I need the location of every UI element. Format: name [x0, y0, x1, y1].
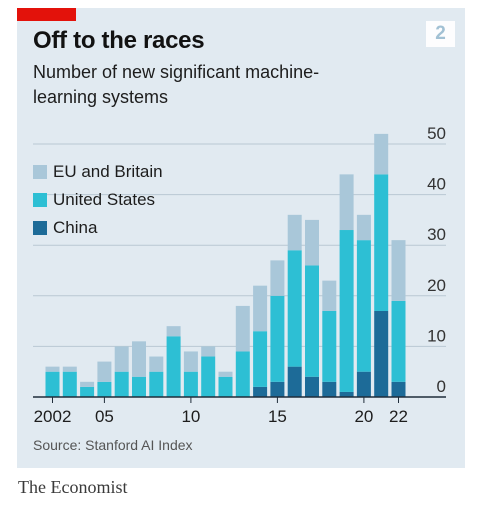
bar-united-states-2004 [80, 386, 95, 397]
bar-eu-and-britain-2011 [201, 346, 216, 357]
bar-united-states-2017 [305, 265, 319, 377]
bar-eu-and-britain-2020 [356, 214, 371, 241]
y-tick-label-0: 0 [437, 377, 446, 396]
bar-eu-and-britain-2014 [253, 285, 268, 332]
bar-eu-and-britain-2009 [166, 326, 181, 337]
bar-eu-and-britain-2013 [235, 305, 250, 352]
bar-united-states-2019 [339, 230, 354, 392]
bar-eu-and-britain-2021 [374, 133, 389, 175]
bar-united-states-2020 [356, 240, 371, 372]
bar-china-2017 [305, 376, 319, 397]
bar-eu-and-britain-2018 [322, 280, 337, 311]
legend-label-eu-britain: EU and Britain [53, 162, 163, 181]
bar-eu-and-britain-2007 [132, 341, 146, 377]
bar-united-states-2003 [62, 371, 77, 397]
y-tick-label-30: 30 [427, 225, 446, 244]
y-tick-label-50: 50 [427, 124, 446, 143]
economist-red-tag [17, 8, 76, 21]
bar-united-states-2006 [114, 371, 129, 397]
bar-eu-and-britain-2002 [45, 366, 60, 372]
economist-wordmark: The Economist [18, 477, 128, 497]
bar-eu-and-britain-2005 [97, 361, 112, 382]
bar-united-states-2010 [183, 371, 198, 397]
bar-eu-and-britain-2008 [149, 356, 164, 372]
legend-item-eu-britain: EU and Britain [33, 158, 163, 186]
legend-label-china: China [53, 218, 98, 237]
x-tick-label-22: 22 [389, 407, 408, 426]
bar-china-2020 [356, 371, 371, 397]
legend-swatch-china [33, 221, 47, 235]
bar-eu-and-britain-2017 [305, 219, 319, 266]
bar-eu-and-britain-2015 [270, 260, 285, 296]
bar-united-states-2011 [201, 356, 216, 397]
legend-item-united-states: United States [33, 186, 163, 214]
bar-china-2019 [339, 391, 354, 397]
source-note: Source: Stanford AI Index [33, 437, 193, 453]
legend-swatch-eu-britain [33, 165, 47, 179]
bar-united-states-2016 [287, 250, 302, 367]
y-tick-label-20: 20 [427, 276, 446, 295]
bar-united-states-2018 [322, 310, 337, 382]
x-tick-label-15: 15 [268, 407, 287, 426]
bar-eu-and-britain-2006 [114, 346, 129, 372]
bar-united-states-2015 [270, 295, 285, 382]
bar-united-states-2012 [218, 376, 233, 397]
bar-united-states-2014 [253, 331, 268, 387]
legend-item-china: China [33, 214, 163, 242]
bar-china-2021 [374, 310, 389, 397]
bar-china-2016 [287, 366, 302, 397]
bar-eu-and-britain-2010 [183, 351, 198, 372]
y-tick-label-40: 40 [427, 175, 446, 194]
bar-united-states-2021 [374, 174, 389, 311]
chart-number-badge: 2 [426, 21, 455, 47]
chart-subtitle: Number of new significant machine-learni… [33, 62, 320, 107]
bar-china-2018 [322, 381, 337, 397]
chart-legend: EU and Britain United States China [33, 158, 163, 242]
bar-united-states-2007 [132, 376, 146, 397]
x-tick-label-10: 10 [181, 407, 200, 426]
bar-eu-and-britain-2012 [218, 371, 233, 377]
bar-china-2015 [270, 381, 285, 397]
bar-china-2022 [391, 381, 406, 397]
bar-united-states-2013 [235, 351, 250, 397]
bar-united-states-2022 [391, 300, 406, 382]
bar-eu-and-britain-2016 [287, 214, 302, 251]
x-tick-label-2002: 2002 [34, 407, 72, 426]
bar-eu-and-britain-2003 [62, 366, 77, 372]
y-tick-label-10: 10 [427, 326, 446, 345]
chart-title: Off to the races [33, 27, 205, 54]
bar-eu-and-britain-2022 [391, 240, 406, 301]
x-tick-label-05: 05 [95, 407, 114, 426]
bar-eu-and-britain-2004 [80, 381, 95, 387]
bar-united-states-2009 [166, 336, 181, 397]
bar-united-states-2002 [45, 371, 60, 397]
bar-united-states-2005 [97, 381, 112, 397]
legend-swatch-united-states [33, 193, 47, 207]
bar-united-states-2008 [149, 371, 164, 397]
bar-china-2014 [253, 386, 268, 397]
legend-label-united-states: United States [53, 190, 156, 209]
x-tick-label-20: 20 [354, 407, 373, 426]
bar-eu-and-britain-2019 [339, 174, 354, 231]
